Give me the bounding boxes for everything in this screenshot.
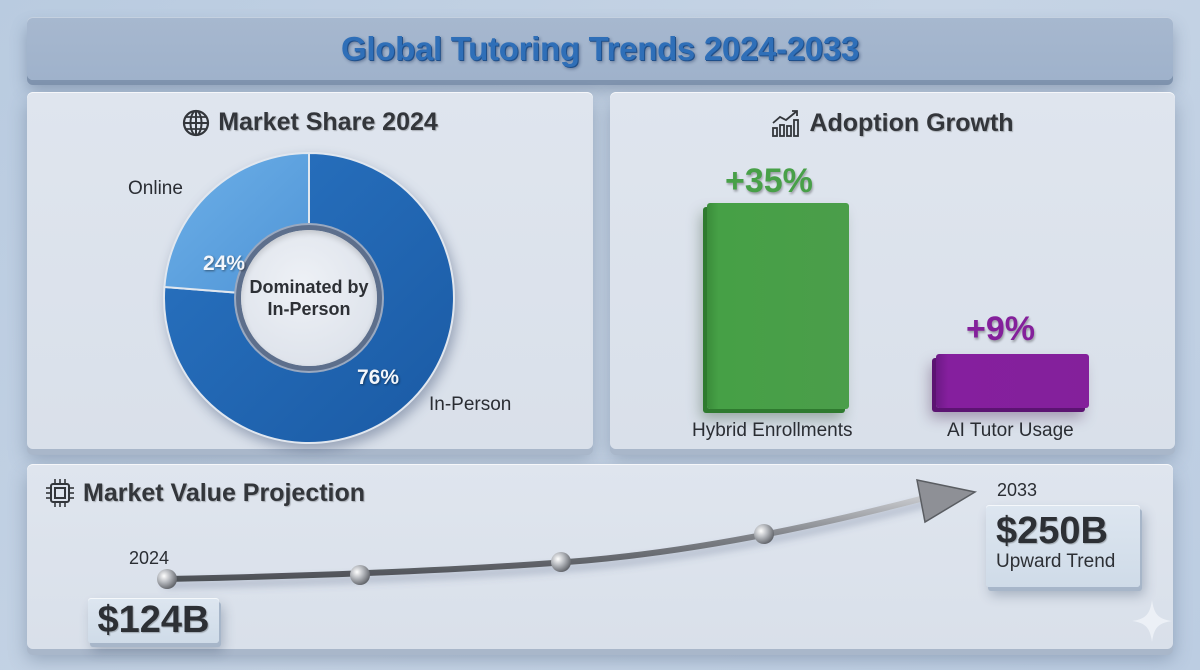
donut-center-label: Dominated by In-Person xyxy=(241,230,377,366)
center-text-line2: In-Person xyxy=(267,299,351,319)
page-title: Global Tutoring Trends 2024-2033 xyxy=(341,29,859,67)
trend-marker-3[interactable] xyxy=(551,552,571,572)
end-caption: Upward Trend xyxy=(996,551,1116,572)
hybrid-value: +35% xyxy=(725,162,813,200)
start-value-box: $124B xyxy=(88,598,219,643)
arrowhead-icon xyxy=(916,479,978,524)
chip-icon xyxy=(46,479,74,507)
online-percent: 24% xyxy=(203,252,246,275)
trend-marker-2[interactable] xyxy=(350,565,370,585)
adoption-title: Adoption Growth xyxy=(809,108,1014,137)
trend-marker-4[interactable] xyxy=(754,524,774,544)
end-year: 2033 xyxy=(997,480,1038,500)
bar-ai-tutor-usage[interactable] xyxy=(936,354,1089,408)
start-value: $124B xyxy=(97,599,210,641)
ai-tutor-label: AI Tutor Usage xyxy=(947,420,1074,441)
adoption-heading: Adoption Growth xyxy=(610,108,1175,138)
market-value-projection-card: Market Value Projection 2024 $124B xyxy=(27,464,1173,649)
hybrid-label: Hybrid Enrollments xyxy=(692,420,853,441)
market-share-heading: Market Share 2024 xyxy=(27,108,593,137)
market-share-card: Market Share 2024 Dominated by In xyxy=(27,92,593,449)
sparkle-icon xyxy=(1132,600,1172,642)
online-label: Online xyxy=(128,178,183,199)
trend-line xyxy=(157,479,978,589)
start-year: 2024 xyxy=(129,548,170,568)
donut-chart: Dominated by In-Person 24% 76% xyxy=(161,150,457,446)
adoption-growth-card: Adoption Growth +35% Hybrid Enrollments … xyxy=(610,92,1175,449)
header-banner: Global Tutoring Trends 2024-2033 xyxy=(27,17,1173,80)
center-text-line1: Dominated by xyxy=(249,277,369,297)
donut-segment-in-person[interactable] xyxy=(162,151,455,444)
end-value: $250B xyxy=(996,510,1108,552)
bar-hybrid-enrollments[interactable] xyxy=(707,203,849,409)
end-value-box: $250B Upward Trend xyxy=(986,505,1140,587)
market-share-title: Market Share 2024 xyxy=(218,108,438,136)
projection-title: Market Value Projection xyxy=(83,478,366,507)
globe-icon xyxy=(183,109,210,136)
trend-marker-2024[interactable] xyxy=(157,569,177,589)
in-person-label: In-Person xyxy=(429,394,512,415)
in-person-percent: 76% xyxy=(357,366,400,389)
ai-tutor-value: +9% xyxy=(966,310,1035,348)
projection-heading: Market Value Projection xyxy=(45,478,365,508)
chart-growth-icon xyxy=(772,110,800,137)
donut-rings xyxy=(162,151,455,444)
